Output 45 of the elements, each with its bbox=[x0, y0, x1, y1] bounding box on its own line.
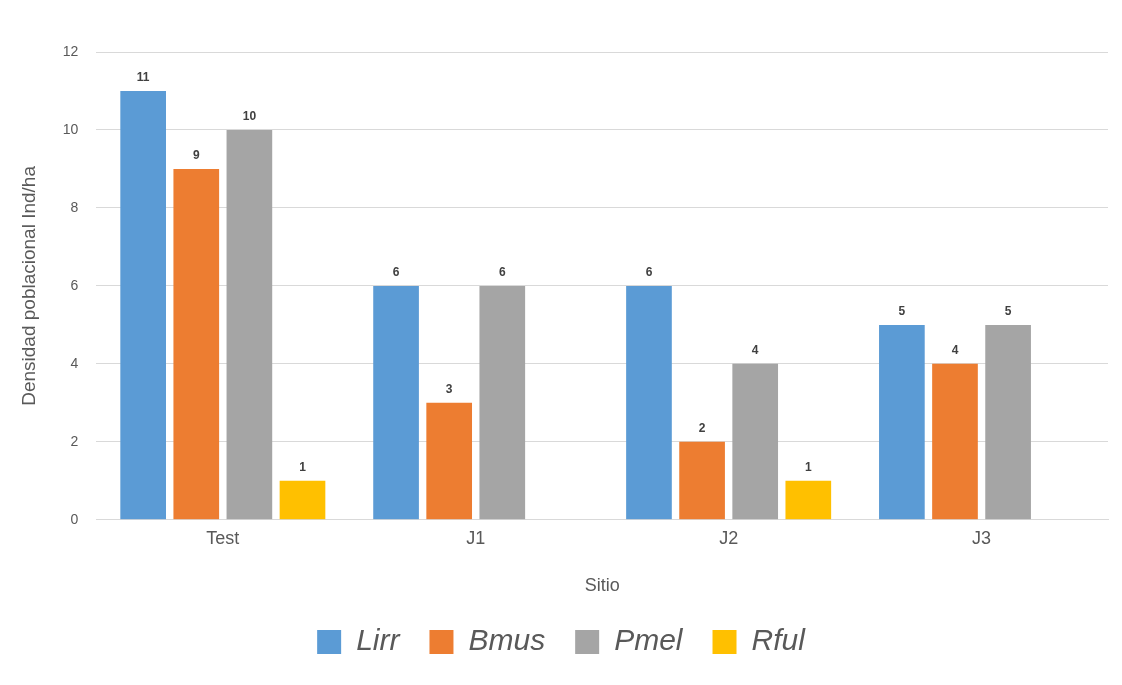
y-tick-label: 10 bbox=[62, 120, 79, 137]
legend-label: Pmel bbox=[614, 623, 684, 657]
bar bbox=[226, 129, 273, 520]
x-tick-label: J3 bbox=[972, 527, 992, 548]
bar bbox=[879, 324, 925, 520]
y-axis-title: Densidad poblacional Ind/ha bbox=[17, 165, 39, 406]
bar bbox=[173, 168, 220, 520]
data-label: 10 bbox=[242, 109, 257, 124]
legend-label: Lirr bbox=[356, 623, 401, 657]
bar bbox=[373, 285, 419, 520]
x-axis-title: Sitio bbox=[584, 575, 620, 596]
y-tick-label: 4 bbox=[70, 354, 79, 371]
data-label: 6 bbox=[392, 265, 400, 280]
data-label: 9 bbox=[192, 148, 200, 163]
x-tick-label: J1 bbox=[466, 527, 486, 548]
data-label: 1 bbox=[299, 460, 307, 475]
data-label: 5 bbox=[898, 304, 906, 319]
legend-label: Rful bbox=[751, 623, 807, 657]
data-label: 1 bbox=[804, 460, 812, 475]
bar bbox=[932, 363, 978, 520]
data-label: 6 bbox=[645, 265, 653, 280]
bar bbox=[679, 441, 725, 520]
y-tick-label: 8 bbox=[70, 198, 79, 215]
bar bbox=[985, 324, 1031, 520]
x-tick-label: J2 bbox=[719, 527, 739, 548]
y-tick-label: 2 bbox=[70, 432, 79, 449]
data-label: 11 bbox=[136, 70, 150, 85]
y-tick-label: 0 bbox=[70, 510, 79, 527]
x-tick-label: Test bbox=[206, 527, 240, 548]
bar bbox=[426, 402, 473, 520]
data-label: 4 bbox=[951, 343, 959, 358]
data-label: 2 bbox=[698, 421, 706, 436]
bar bbox=[785, 480, 832, 520]
bar bbox=[279, 480, 326, 520]
data-label: 6 bbox=[498, 265, 506, 280]
data-label: 5 bbox=[1004, 304, 1012, 319]
data-label: 3 bbox=[445, 382, 453, 397]
legend-label: Bmus bbox=[468, 623, 546, 657]
bar bbox=[626, 285, 672, 520]
data-label: 4 bbox=[751, 343, 759, 358]
bar bbox=[120, 90, 166, 520]
y-tick-label: 12 bbox=[62, 42, 79, 59]
bar bbox=[479, 285, 526, 520]
bar bbox=[732, 363, 779, 520]
y-tick-label: 6 bbox=[70, 276, 79, 293]
